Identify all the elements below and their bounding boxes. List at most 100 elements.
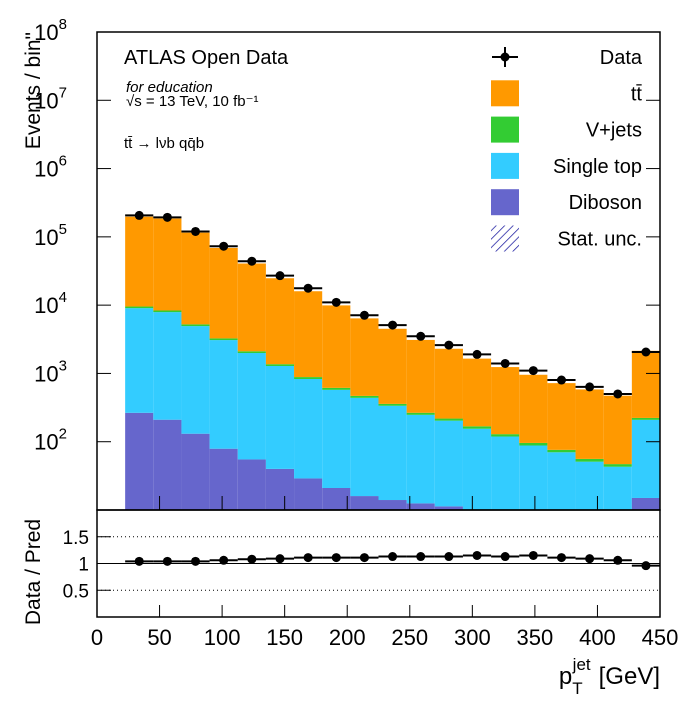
y-tick-base: 10 bbox=[34, 157, 58, 182]
x-label-sup: jet bbox=[572, 655, 591, 674]
stack-segment bbox=[462, 426, 492, 429]
x-label-unit: [GeV] bbox=[599, 663, 660, 690]
stack-segment bbox=[237, 353, 266, 460]
stack-segment bbox=[378, 405, 407, 501]
data-point bbox=[585, 382, 595, 392]
stack-segment bbox=[519, 445, 548, 510]
stack-segment bbox=[519, 442, 548, 446]
stack-segment bbox=[547, 449, 576, 453]
stack-segment bbox=[294, 378, 323, 479]
stack-segment bbox=[631, 419, 660, 498]
y-tick-exponent: 6 bbox=[59, 153, 67, 170]
stack-segment bbox=[350, 397, 379, 497]
ratio-point bbox=[275, 554, 285, 564]
ratio-point bbox=[191, 556, 201, 566]
stack-segment bbox=[434, 506, 463, 510]
ratio-point bbox=[444, 552, 454, 562]
stack-segment bbox=[434, 420, 463, 507]
y-tick-base: 10 bbox=[34, 88, 58, 113]
stack-segment bbox=[125, 412, 154, 510]
subtitle: for education bbox=[126, 79, 213, 96]
stack-segment bbox=[434, 418, 463, 421]
ratio-point bbox=[472, 550, 482, 560]
y-tick-label: 104 bbox=[34, 289, 67, 318]
y-tick-label: 108 bbox=[34, 16, 67, 45]
stack-segment bbox=[406, 503, 435, 510]
stack-segment bbox=[631, 350, 660, 418]
y-tick-exponent: 2 bbox=[59, 426, 67, 443]
stack-segment bbox=[350, 318, 379, 396]
stack-segment bbox=[125, 216, 154, 307]
y-tick-base: 10 bbox=[34, 293, 58, 318]
legend-label: Data bbox=[600, 47, 643, 69]
stack-segment bbox=[153, 312, 182, 420]
stack-segment bbox=[575, 461, 604, 510]
ratio-point bbox=[331, 553, 341, 563]
data-point bbox=[444, 340, 454, 350]
data-point bbox=[247, 256, 257, 266]
stack-segment bbox=[322, 389, 351, 488]
ratio-point bbox=[641, 561, 651, 571]
stack-segment bbox=[378, 500, 407, 510]
stack-segment bbox=[462, 428, 492, 510]
y-tick-exponent: 4 bbox=[59, 289, 67, 306]
ratio-point bbox=[416, 552, 426, 562]
data-point bbox=[275, 271, 285, 281]
y-tick-label: 105 bbox=[34, 221, 67, 250]
ratio-point bbox=[359, 553, 369, 563]
stack-segment bbox=[125, 308, 154, 413]
stack-segment bbox=[181, 324, 210, 327]
stack-segment bbox=[378, 328, 407, 404]
stack-segment bbox=[209, 448, 238, 510]
legend-swatch bbox=[491, 80, 519, 107]
stack-segment bbox=[631, 497, 660, 510]
stack-segment bbox=[406, 412, 435, 415]
stack-segment bbox=[547, 452, 576, 510]
data-point bbox=[613, 389, 623, 399]
x-tick-label: 150 bbox=[266, 625, 303, 650]
stack-segment bbox=[350, 496, 379, 510]
ratio-point bbox=[162, 556, 172, 566]
stack-segment bbox=[631, 417, 660, 420]
x-tick-label: 450 bbox=[642, 625, 679, 650]
x-tick-label: 100 bbox=[204, 625, 241, 650]
data-point bbox=[556, 375, 566, 385]
stack-segment bbox=[209, 338, 238, 341]
x-tick-label: 50 bbox=[147, 625, 171, 650]
stack-segment bbox=[125, 306, 154, 309]
data-point bbox=[162, 212, 172, 222]
legend-swatch bbox=[491, 225, 519, 252]
energy-label: √s = 13 TeV, 10 fb⁻¹ bbox=[126, 93, 259, 110]
legend-swatch bbox=[491, 189, 519, 216]
stack-segment bbox=[575, 458, 604, 462]
bars bbox=[97, 216, 660, 591]
y-tick-base: 10 bbox=[34, 430, 58, 455]
stack-segment bbox=[406, 339, 435, 413]
y-axis-label: Events / bin" bbox=[22, 32, 45, 149]
channel-label: tt̄ → lνb qq̄b bbox=[124, 135, 204, 152]
x-tick-label: 400 bbox=[579, 625, 616, 650]
stack-segment bbox=[237, 351, 266, 354]
y-tick-exponent: 3 bbox=[59, 357, 67, 374]
y-tick-label: 107 bbox=[34, 84, 67, 113]
ratio-point bbox=[219, 555, 229, 565]
stack-segment bbox=[322, 487, 351, 510]
legend-label: Diboson bbox=[569, 192, 642, 214]
data-point bbox=[331, 297, 341, 307]
x-label-base: p bbox=[559, 663, 572, 690]
ratio-point bbox=[388, 552, 398, 562]
data-point bbox=[472, 349, 482, 359]
stack-segment bbox=[519, 374, 548, 443]
legend-label: Single top bbox=[553, 156, 642, 178]
legend-label: Stat. unc. bbox=[558, 229, 643, 251]
y-tick-exponent: 8 bbox=[59, 16, 67, 33]
x-label-sub: T bbox=[572, 679, 582, 698]
stack-segment bbox=[491, 436, 520, 510]
stack-segment bbox=[294, 478, 323, 510]
x-tick-label: 300 bbox=[454, 625, 491, 650]
data-point bbox=[641, 347, 651, 357]
stack-segment bbox=[322, 387, 351, 390]
ratio-point bbox=[613, 555, 623, 565]
stack-segment bbox=[294, 377, 323, 379]
